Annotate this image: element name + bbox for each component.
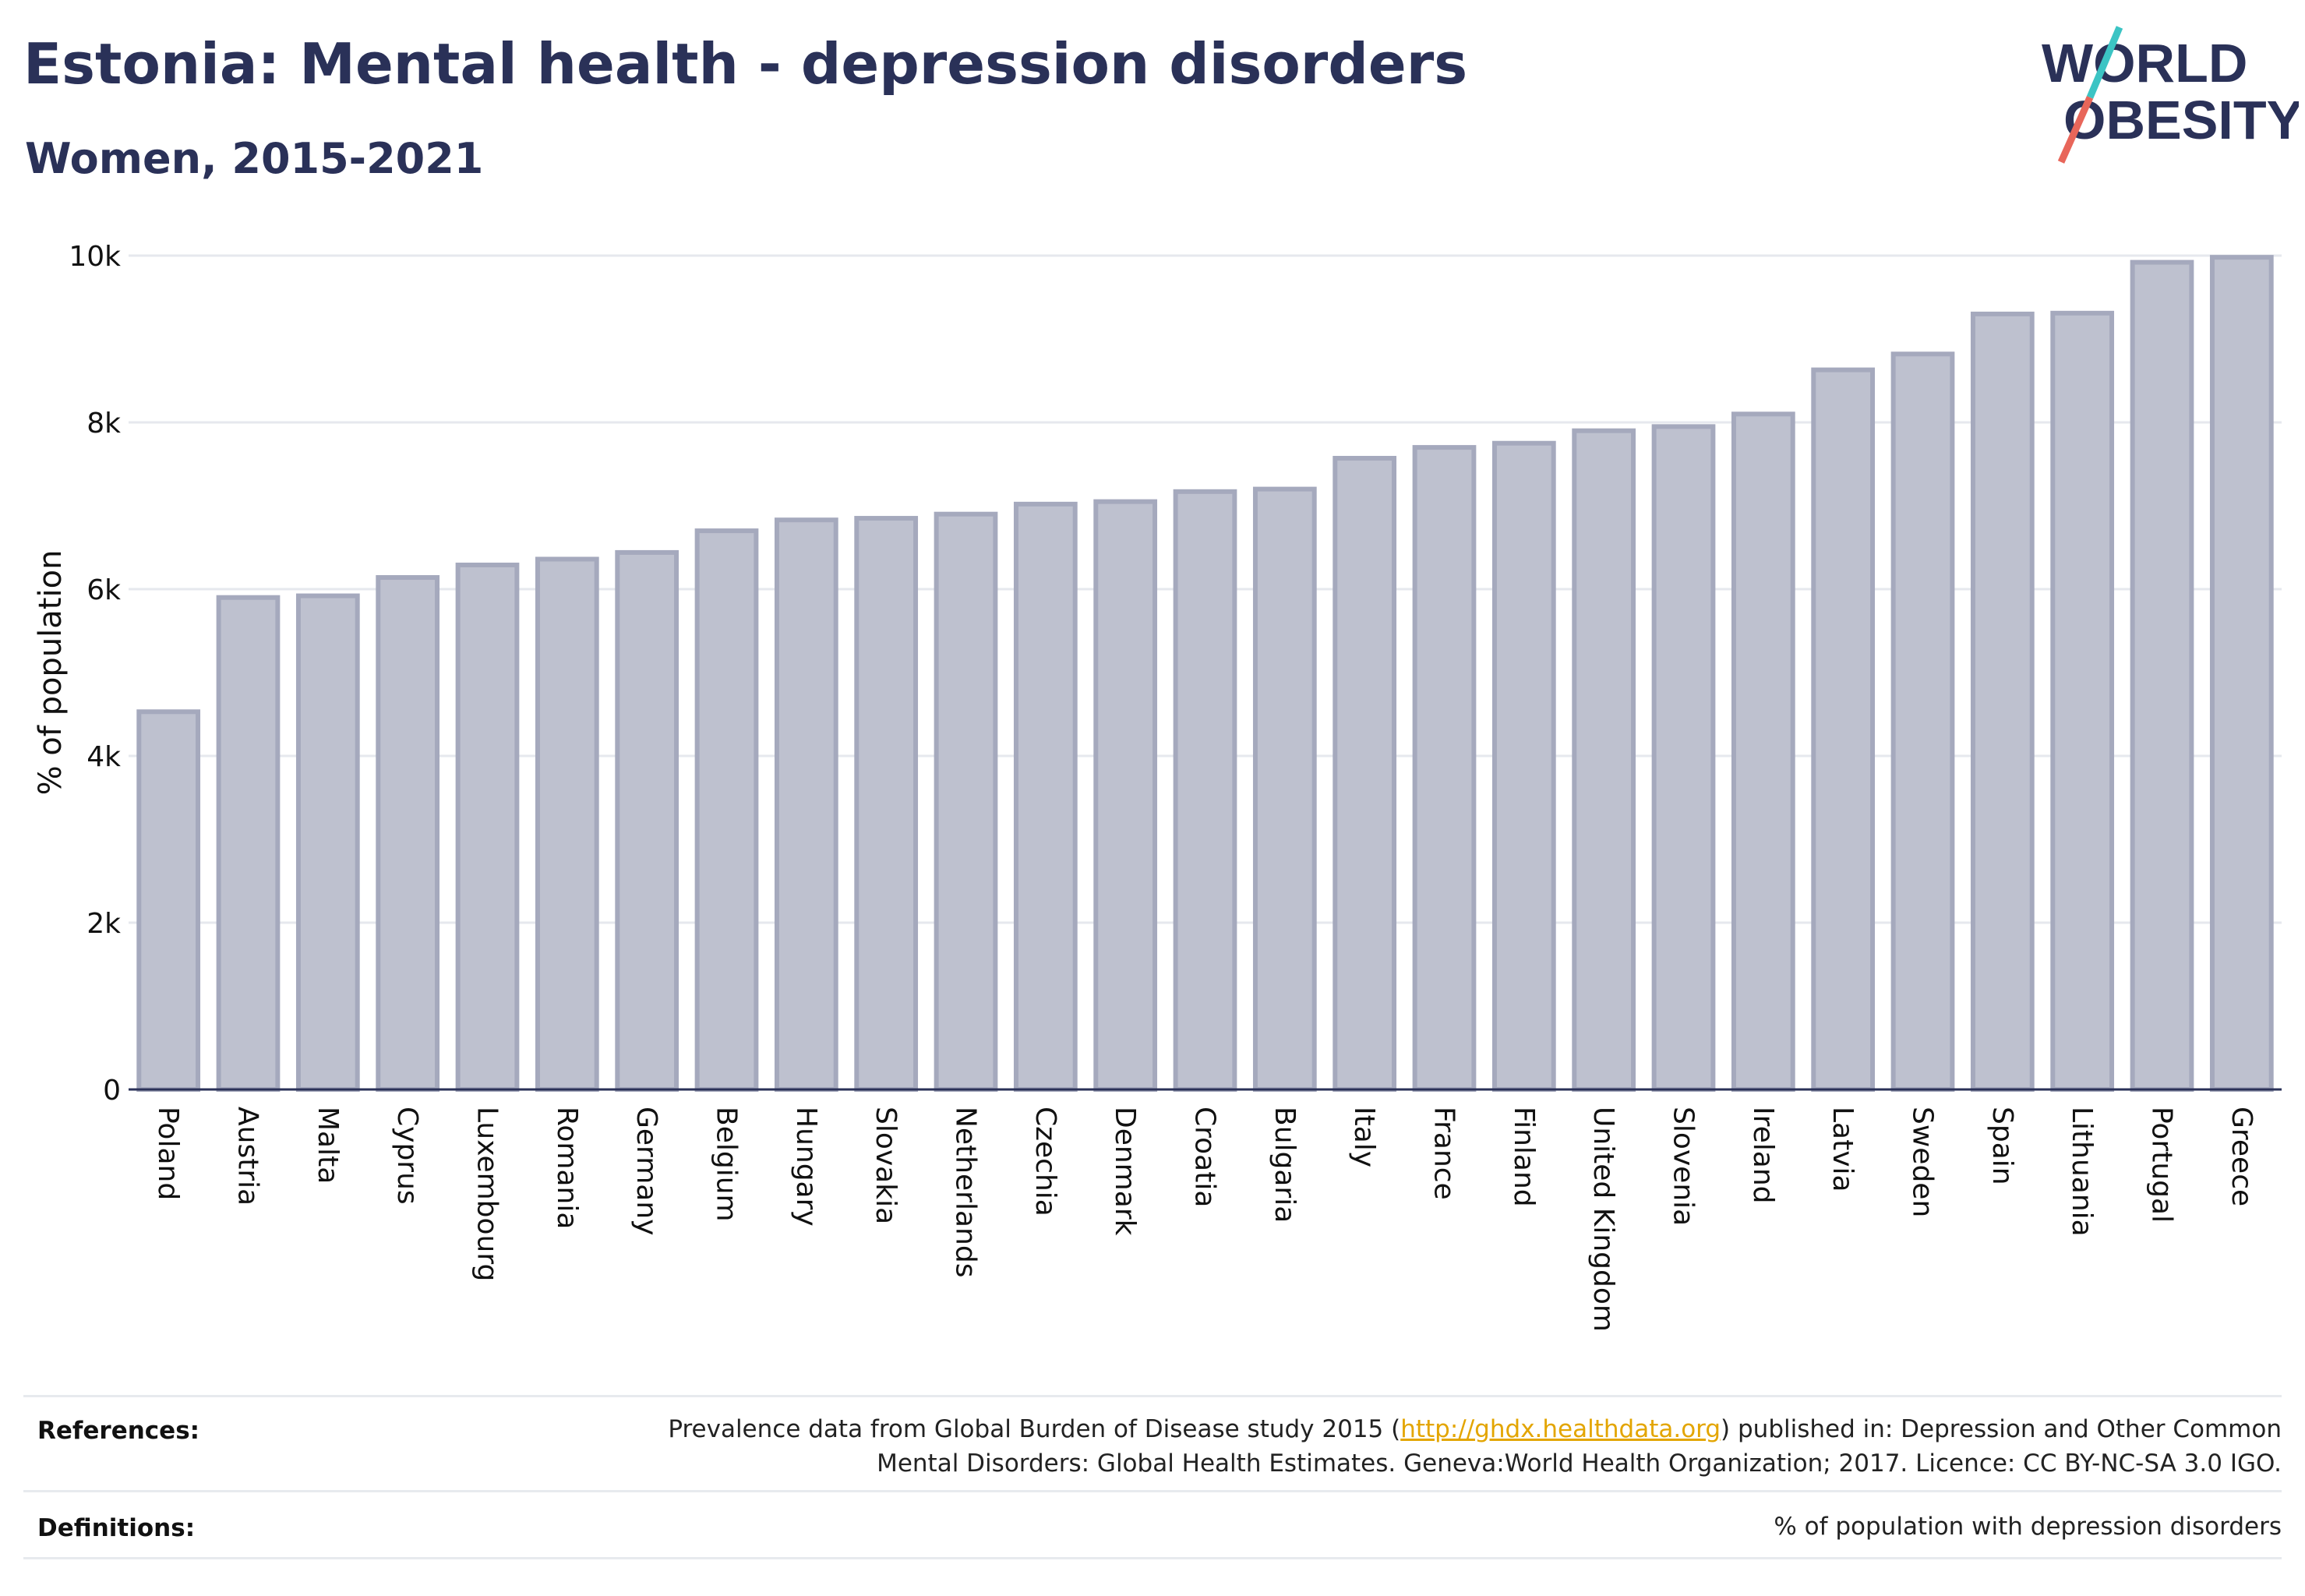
bar xyxy=(1890,351,1955,1092)
bar xyxy=(1491,440,1556,1092)
x-tick-label: Latvia xyxy=(1827,1107,1858,1192)
x-tick-label: Finland xyxy=(1508,1107,1540,1207)
x-tick-label: Bulgaria xyxy=(1269,1107,1301,1223)
x-tick-label: Italy xyxy=(1348,1107,1380,1167)
bar xyxy=(2130,260,2194,1092)
bar xyxy=(1252,486,1317,1092)
bar xyxy=(1811,367,1876,1092)
x-tick-label: United Kingdom xyxy=(1587,1107,1619,1332)
references-label: References: xyxy=(37,1417,200,1445)
x-tick-label: Germany xyxy=(630,1107,662,1235)
bar xyxy=(1731,411,1795,1092)
x-tick-label: Czechia xyxy=(1029,1107,1061,1216)
references-line-2: Mental Disorders: Global Health Estimate… xyxy=(877,1449,2282,1478)
divider-middle xyxy=(23,1490,2282,1492)
x-tick-label: Ireland xyxy=(1747,1107,1779,1204)
y-tick-label: 8k xyxy=(86,408,121,440)
logo-slash-teal xyxy=(2086,26,2123,99)
logo-slash-red xyxy=(2057,96,2094,164)
bar xyxy=(1013,501,1078,1092)
definitions-label: Definitions: xyxy=(37,1514,196,1542)
bar xyxy=(295,593,360,1092)
logo-text-bottom: OBESITY xyxy=(2063,90,2299,150)
bar xyxy=(1412,445,1477,1092)
chart-title: Estonia: Mental health - depression diso… xyxy=(23,31,1468,97)
x-tick-label: France xyxy=(1428,1107,1460,1200)
x-tick-label: Spain xyxy=(1986,1107,2018,1185)
x-tick-label: Malta xyxy=(312,1107,344,1184)
definitions-text: % of population with depression disorder… xyxy=(1774,1513,2282,1541)
x-tick-label: Belgium xyxy=(711,1107,743,1222)
x-tick-label: Slovenia xyxy=(1668,1107,1700,1226)
bar xyxy=(376,575,440,1092)
chart-subtitle: Women, 2015-2021 xyxy=(25,134,484,183)
references-text: Prevalence data from Global Burden of Di… xyxy=(668,1412,2282,1481)
x-tick-label: Romania xyxy=(551,1107,583,1229)
bar xyxy=(535,556,599,1092)
bar xyxy=(2050,310,2115,1092)
x-tick-label: Hungary xyxy=(790,1107,822,1227)
x-tick-label: Poland xyxy=(152,1107,184,1200)
bar xyxy=(216,595,281,1092)
y-tick-label: 2k xyxy=(86,908,121,940)
y-tick-label: 10k xyxy=(69,241,121,273)
references-link[interactable]: http://ghdx.healthdata.org xyxy=(1400,1415,1721,1443)
y-tick-label: 6k xyxy=(86,574,121,606)
bar xyxy=(934,511,998,1092)
x-tick-label: Greece xyxy=(2226,1107,2257,1206)
world-obesity-logo: WORLD OBESITY xyxy=(2042,26,2299,164)
y-axis-label: % of population xyxy=(33,550,69,796)
divider-top xyxy=(23,1395,2282,1397)
x-tick-label: Netherlands xyxy=(950,1107,982,1277)
x-tick-label: Cyprus xyxy=(391,1107,423,1205)
bar xyxy=(1970,311,2035,1092)
x-tick-label: Austria xyxy=(232,1107,264,1206)
x-tick-label: Denmark xyxy=(1109,1107,1141,1236)
bar xyxy=(854,516,919,1092)
bar-chart: 0 2k 4k 6k 8k 10k % of population Poland Austria… xyxy=(33,241,2282,1332)
bar xyxy=(136,709,201,1092)
bar xyxy=(1173,489,1237,1092)
references-line-1: Prevalence data from Global Burden of Di… xyxy=(668,1415,2282,1443)
x-tick-label: Sweden xyxy=(1907,1107,1939,1217)
x-tick-label: Portugal xyxy=(2146,1107,2178,1223)
bar xyxy=(1572,428,1636,1092)
x-tick-label: Croatia xyxy=(1189,1107,1221,1207)
divider-bottom xyxy=(23,1557,2282,1559)
logo-text-top: WORLD xyxy=(2042,33,2247,94)
bar xyxy=(1333,456,1397,1092)
bar xyxy=(2209,255,2274,1092)
bar xyxy=(615,549,679,1092)
x-tick-label: Luxembourg xyxy=(471,1107,503,1281)
bar xyxy=(1093,499,1158,1092)
y-tick-label: 4k xyxy=(86,741,121,773)
y-tick-label: 0 xyxy=(103,1075,121,1107)
bar xyxy=(774,517,838,1092)
x-tick-label: Lithuania xyxy=(2066,1107,2098,1237)
x-tick-label: Slovakia xyxy=(870,1107,902,1224)
bar xyxy=(455,562,520,1092)
bar xyxy=(694,528,759,1092)
bar xyxy=(1651,424,1716,1092)
